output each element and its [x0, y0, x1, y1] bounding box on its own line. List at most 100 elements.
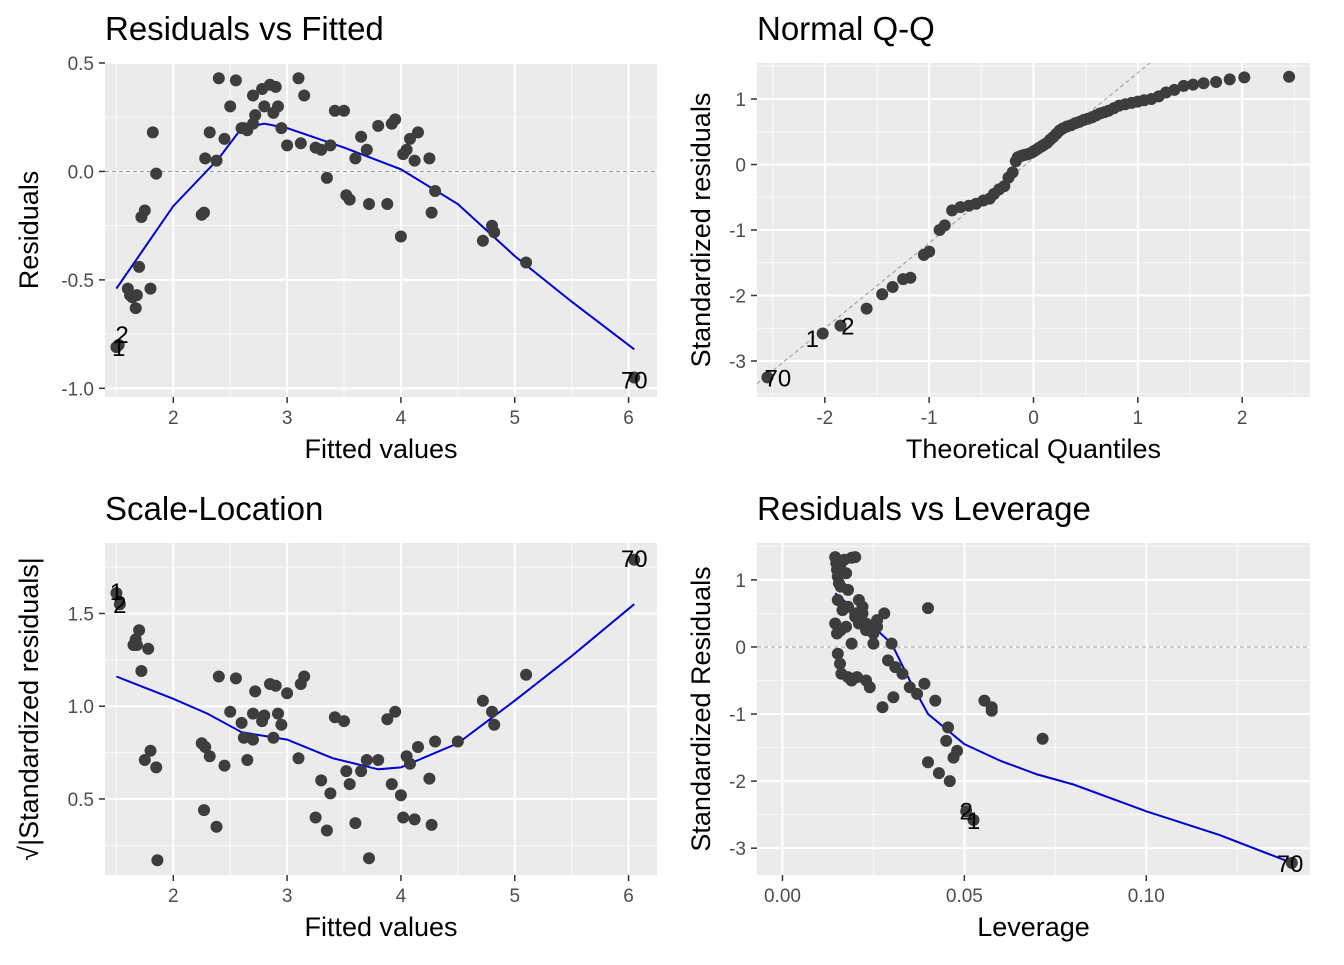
data-point: [247, 733, 259, 746]
data-point: [628, 371, 641, 384]
data-point: [923, 245, 936, 258]
data-point: [887, 691, 900, 704]
data-point: [272, 707, 284, 720]
data-point: [520, 256, 533, 269]
point-label: 2: [115, 322, 128, 349]
data-point: [922, 756, 934, 769]
data-point: [381, 713, 394, 726]
data-point: [929, 694, 942, 707]
data-point: [488, 718, 501, 731]
data-point: [1283, 70, 1296, 83]
data-point: [199, 152, 212, 165]
data-point: [212, 670, 225, 683]
data-point: [425, 206, 438, 219]
y-tick-label: -1: [729, 221, 746, 242]
data-point: [389, 705, 402, 718]
data-point: [343, 193, 356, 206]
data-point: [349, 817, 362, 830]
point-label: 2: [113, 592, 126, 619]
data-point: [1006, 166, 1019, 179]
point-label: 70: [1277, 851, 1304, 878]
panel-background: [105, 63, 657, 397]
data-point: [932, 767, 945, 780]
data-point: [269, 80, 282, 93]
y-tick-label: 1: [735, 571, 746, 592]
data-point: [423, 772, 436, 785]
data-point: [967, 814, 980, 826]
data-point: [871, 614, 884, 627]
data-point: [224, 100, 237, 113]
data-point: [151, 854, 164, 867]
y-axis-title: Residuals: [14, 171, 44, 290]
data-point: [324, 787, 337, 800]
data-point: [476, 234, 489, 247]
x-tick-label: 0.05: [946, 886, 983, 907]
x-tick-label: 5: [509, 886, 520, 907]
data-point: [761, 371, 774, 384]
data-point: [249, 685, 262, 698]
data-point: [210, 154, 223, 167]
data-point: [400, 143, 413, 156]
data-point: [292, 72, 305, 85]
y-axis-title: Standardized residuals: [686, 93, 716, 368]
data-point: [1177, 79, 1190, 92]
x-axis-title: Leverage: [977, 912, 1090, 942]
data-point: [372, 754, 385, 766]
y-tick-label: -2: [729, 772, 746, 793]
point-label: 1: [112, 335, 125, 362]
data-point: [940, 734, 953, 747]
x-tick-label: -2: [816, 408, 833, 429]
panel-background: [105, 543, 657, 875]
point-label: 1: [110, 579, 123, 606]
data-point: [394, 230, 407, 243]
data-point: [372, 119, 385, 132]
data-point: [150, 167, 163, 180]
data-point: [247, 707, 259, 720]
data-point: [315, 774, 328, 787]
data-point: [1285, 856, 1298, 869]
data-point: [628, 553, 641, 566]
y-tick-label: -1: [729, 705, 746, 726]
data-point: [412, 741, 424, 753]
data-point: [142, 642, 155, 655]
data-point: [218, 132, 231, 145]
data-point: [1197, 77, 1210, 90]
data-point: [831, 647, 844, 660]
data-point: [851, 671, 863, 684]
data-point: [429, 185, 442, 197]
panel-title: Scale-Location: [105, 490, 323, 527]
point-label: 70: [765, 365, 792, 392]
data-point: [199, 741, 212, 753]
data-point: [985, 704, 998, 717]
x-tick-label: 5: [509, 408, 520, 429]
point-label: 70: [621, 368, 648, 395]
data-point: [486, 705, 498, 718]
data-point: [130, 639, 143, 651]
data-point: [269, 679, 282, 692]
y-axis-title: Standardized Residuals: [686, 566, 716, 851]
x-tick-label: 3: [282, 886, 293, 907]
y-tick-label: -1.0: [61, 379, 94, 400]
data-point: [816, 327, 829, 340]
x-axis-title: Fitted values: [304, 434, 457, 464]
data-point: [338, 104, 350, 117]
data-point: [918, 677, 931, 690]
point-label: 1: [806, 326, 819, 353]
x-axis-title: Theoretical Quantiles: [906, 434, 1161, 464]
data-point: [842, 583, 854, 596]
data-point: [840, 620, 853, 633]
panel-data-layer: [105, 72, 657, 384]
data-point: [943, 775, 956, 788]
data-point: [258, 709, 271, 722]
panel-data-layer: [757, 551, 1310, 869]
x-tick-label: 2: [168, 408, 179, 429]
data-point: [867, 637, 880, 650]
x-tick-label: 2: [168, 886, 179, 907]
data-point: [488, 226, 501, 239]
x-tick-label: 2: [1237, 408, 1248, 429]
data-point: [840, 567, 853, 580]
data-point: [315, 143, 328, 156]
data-point: [241, 754, 254, 766]
